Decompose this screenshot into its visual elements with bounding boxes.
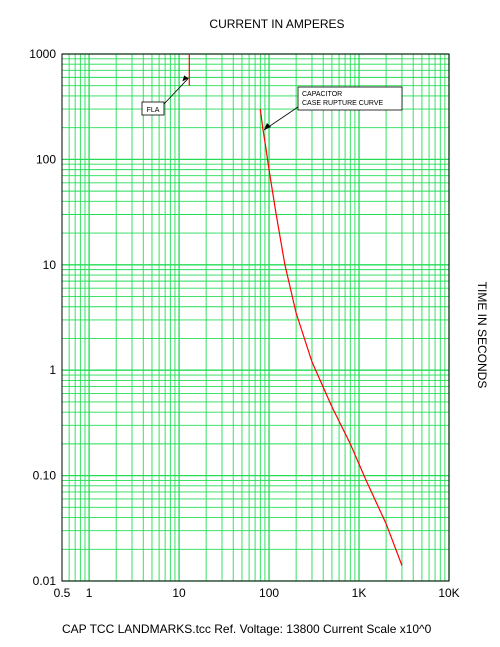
plot-frame bbox=[61, 53, 450, 582]
y-tick-label: 10 bbox=[43, 258, 57, 272]
capacitor-label-line: CAPACITOR bbox=[302, 91, 342, 98]
fla-arrowhead bbox=[182, 75, 189, 82]
y-tick-label: 0.01 bbox=[33, 574, 57, 588]
y-tick-labels: 1000 100 10 1 0.10 0.01 bbox=[29, 47, 56, 588]
capacitor-label-box bbox=[297, 86, 403, 111]
x-tick-label: 10K bbox=[438, 586, 459, 600]
series-capacitor-rupture-curve bbox=[259, 109, 403, 566]
y-tick-label: 100 bbox=[36, 152, 56, 166]
x-tick-label: 0.5 bbox=[54, 586, 71, 600]
y-tick-label: 0.10 bbox=[33, 469, 57, 483]
x-tick-label: 100 bbox=[259, 586, 279, 600]
grid bbox=[61, 53, 450, 582]
x-tick-label: 10 bbox=[172, 586, 186, 600]
chart-title: CURRENT IN AMPERES bbox=[209, 17, 344, 31]
fla-label: FLA bbox=[147, 107, 160, 114]
series-layer bbox=[188, 54, 403, 566]
annotation-layer: FLA CAPACITOR CASE RUPTURE CURVE bbox=[141, 75, 403, 131]
fla-leader-line bbox=[163, 78, 189, 105]
footer-text: CAP TCC LANDMARKS.tcc Ref. Voltage: 1380… bbox=[62, 622, 432, 636]
fla-label-box bbox=[141, 101, 165, 116]
y-tick-label: 1 bbox=[49, 363, 56, 377]
x-tick-label: 1 bbox=[86, 586, 93, 600]
x-tick-label: 1K bbox=[352, 586, 367, 600]
x-tick-labels: 0.5 1 10 100 1K 10K bbox=[54, 586, 460, 600]
y-tick-label: 1000 bbox=[29, 47, 56, 61]
y-axis-label: TIME IN SECONDS bbox=[475, 282, 489, 389]
capacitor-arrowhead bbox=[264, 123, 271, 130]
capacitor-label-line: CASE RUPTURE CURVE bbox=[302, 100, 383, 107]
